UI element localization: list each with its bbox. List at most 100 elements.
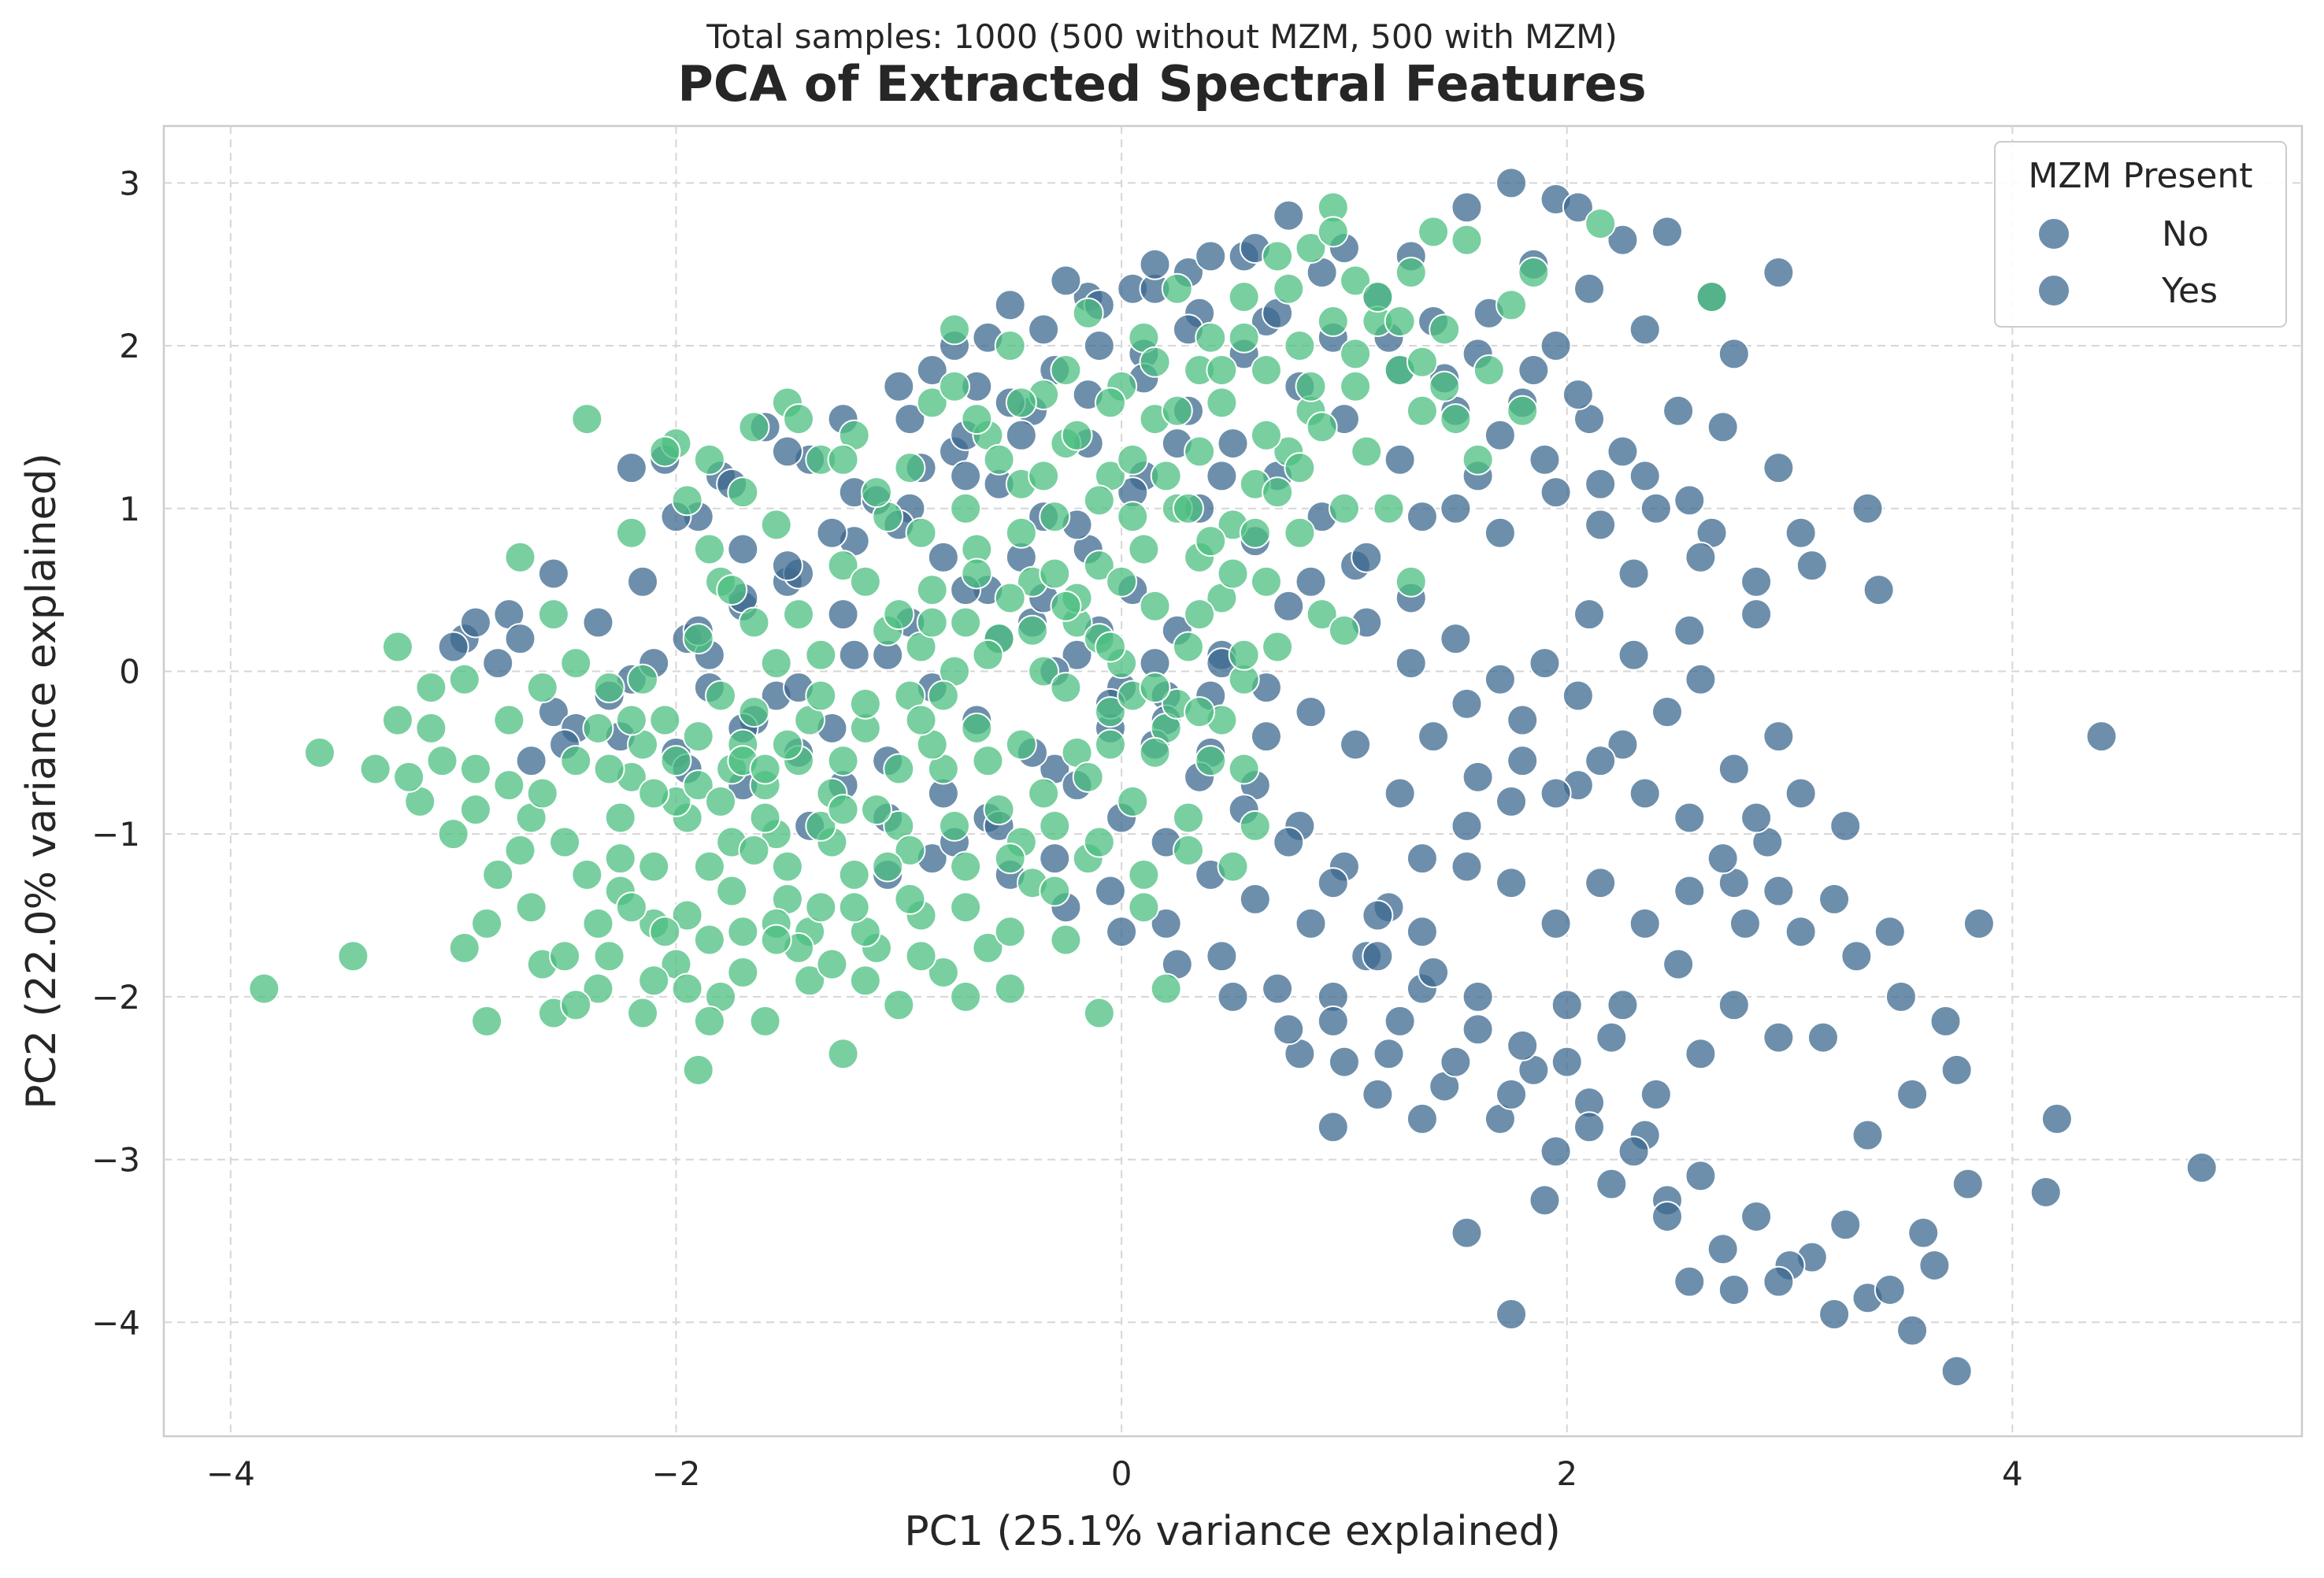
data-point-yes <box>1518 257 1550 289</box>
data-point-yes <box>749 1005 781 1037</box>
data-point-no <box>1317 1111 1349 1143</box>
data-point-no <box>1573 272 1605 305</box>
data-point-no <box>1462 1013 1494 1046</box>
data-point-no <box>1585 745 1617 777</box>
data-point-no <box>1406 501 1438 533</box>
data-point-no <box>1629 777 1661 809</box>
data-point-yes <box>381 704 413 736</box>
data-point-yes <box>972 639 1004 671</box>
data-point-no <box>1273 1013 1305 1046</box>
data-point-yes <box>705 785 737 817</box>
data-point-yes <box>1284 517 1316 549</box>
data-point-yes <box>682 720 714 753</box>
data-point-no <box>1496 867 1528 899</box>
data-point-yes <box>1094 631 1126 663</box>
data-point-no <box>1796 550 1828 582</box>
data-point-yes <box>1083 826 1115 858</box>
data-point-no <box>1150 907 1182 939</box>
data-point-no <box>1818 1298 1851 1330</box>
data-point-yes <box>1284 330 1316 362</box>
legend[interactable]: MZM Present No Yes <box>1994 141 2287 328</box>
data-point-no <box>1507 704 1539 736</box>
data-point-yes <box>1306 598 1338 631</box>
data-point-yes <box>649 435 681 468</box>
data-point-no <box>894 403 926 435</box>
data-point-no <box>827 598 859 631</box>
data-point-yes <box>1139 590 1171 622</box>
data-point-no <box>1094 875 1126 907</box>
data-point-no <box>1406 843 1438 875</box>
legend-title: MZM Present <box>2028 156 2252 196</box>
data-point-no <box>1585 867 1617 899</box>
legend-label-no[interactable]: No <box>2162 214 2209 254</box>
data-point-no <box>994 289 1026 321</box>
data-points <box>248 167 2218 1387</box>
data-point-yes <box>1340 370 1372 402</box>
data-point-yes <box>560 647 592 680</box>
data-point-no <box>1273 199 1305 232</box>
x-tick-label: −4 <box>206 1454 255 1493</box>
data-point-yes <box>849 687 881 720</box>
data-point-no <box>1562 191 1594 224</box>
data-point-yes <box>537 598 569 631</box>
data-point-no <box>1295 907 1327 939</box>
data-point-yes <box>1429 370 1461 402</box>
data-point-yes <box>705 680 737 712</box>
data-point-yes <box>1094 387 1126 419</box>
data-point-yes <box>872 850 904 883</box>
data-point-no <box>1629 907 1661 939</box>
data-point-yes <box>515 891 547 924</box>
y-tick-label: −4 <box>91 1303 140 1342</box>
data-point-no <box>2185 1151 2218 1184</box>
data-point-yes <box>1184 598 1216 631</box>
data-point-yes <box>549 826 581 858</box>
data-point-no <box>1618 1135 1650 1168</box>
data-point-yes <box>716 875 748 907</box>
data-point-yes <box>1117 785 1149 817</box>
data-point-yes <box>1184 435 1216 468</box>
y-tick-label: −1 <box>91 815 140 854</box>
data-point-yes <box>983 443 1015 476</box>
legend-label-yes[interactable]: Yes <box>2161 271 2218 311</box>
data-point-no <box>1540 777 1572 809</box>
data-point-yes <box>738 696 770 728</box>
data-point-no <box>950 460 982 492</box>
data-point-no <box>459 606 491 639</box>
data-point-no <box>1651 696 1683 728</box>
data-point-yes <box>972 932 1004 964</box>
data-point-no <box>1740 565 1773 598</box>
data-point-yes <box>827 1038 859 1070</box>
data-point-yes <box>1061 419 1093 451</box>
data-point-no <box>1273 826 1305 858</box>
data-point-no <box>1406 916 1438 948</box>
data-point-no <box>1596 1168 1628 1200</box>
data-point-yes <box>1161 394 1193 427</box>
data-point-no <box>1418 720 1450 753</box>
data-point-yes <box>1184 696 1216 728</box>
data-point-no <box>1362 1078 1394 1110</box>
data-point-yes <box>1585 208 1617 240</box>
data-point-no <box>1540 476 1572 509</box>
data-point-yes <box>827 745 859 777</box>
data-point-yes <box>716 574 748 606</box>
data-point-no <box>1507 1029 1539 1061</box>
data-point-yes <box>994 582 1026 614</box>
data-point-yes <box>1317 306 1349 338</box>
data-point-no <box>1762 720 1795 753</box>
data-point-yes <box>983 794 1015 826</box>
data-point-yes <box>771 728 803 761</box>
data-point-yes <box>816 948 848 980</box>
data-point-yes <box>1429 313 1461 346</box>
x-tick-label: 2 <box>1556 1454 1577 1493</box>
data-point-yes <box>1050 924 1082 956</box>
data-point-yes <box>1250 419 1282 451</box>
data-point-yes <box>916 574 948 606</box>
data-point-no <box>1440 623 1472 655</box>
data-point-yes <box>1172 631 1204 663</box>
data-point-yes <box>615 517 647 549</box>
data-point-yes <box>1262 240 1294 272</box>
data-point-no <box>816 517 848 549</box>
data-point-no <box>1874 916 1906 948</box>
x-tick-label: −2 <box>652 1454 701 1493</box>
data-point-yes <box>526 777 558 809</box>
